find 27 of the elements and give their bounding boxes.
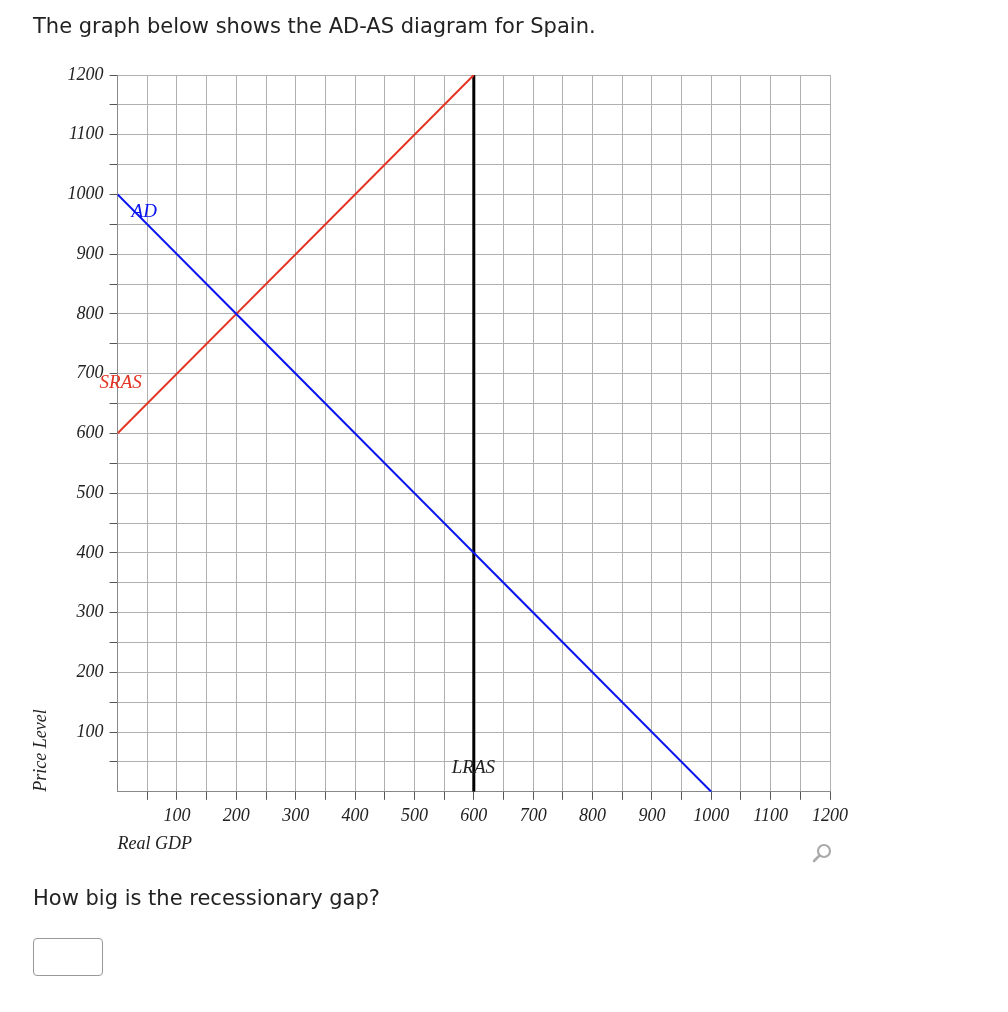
x-tick-label: 400 xyxy=(341,805,369,826)
y-tick-label: 800 xyxy=(76,302,104,323)
x-tick-label: 1200 xyxy=(812,805,848,826)
y-tick-label: 200 xyxy=(76,661,104,682)
x-tick-label: 200 xyxy=(222,805,250,826)
y-axis-title: Price Level xyxy=(29,709,50,793)
x-tick-label: 800 xyxy=(579,805,607,826)
x-tick-label: 600 xyxy=(460,805,488,826)
x-tick-label: 100 xyxy=(163,805,191,826)
y-tick-label: 600 xyxy=(76,422,104,443)
y-tick-label: 1000 xyxy=(67,183,104,204)
x-tick-label: 1000 xyxy=(693,805,730,826)
y-tick-label: 300 xyxy=(75,601,104,622)
chart-title: The graph below shows the AD-AS diagram for Spain. xyxy=(33,14,596,38)
x-tick-label: 500 xyxy=(400,805,428,826)
x-axis-title: Real GDP xyxy=(116,832,193,853)
text: How big is the recessionary gap? xyxy=(33,886,380,910)
y-tick-label: 1100 xyxy=(68,123,104,144)
y-tick-label: 400 xyxy=(76,541,104,562)
y-tick-label: 1200 xyxy=(67,63,104,84)
x-tick-label: 1100 xyxy=(753,805,788,826)
x-tick-label: 900 xyxy=(638,805,666,826)
x-tick-label: 700 xyxy=(519,805,547,826)
y-tick-label: 900 xyxy=(76,242,104,263)
y-tick-label: 100 xyxy=(76,720,104,741)
y-tick-label: 500 xyxy=(76,481,104,502)
x-tick-label: 300 xyxy=(281,805,310,826)
